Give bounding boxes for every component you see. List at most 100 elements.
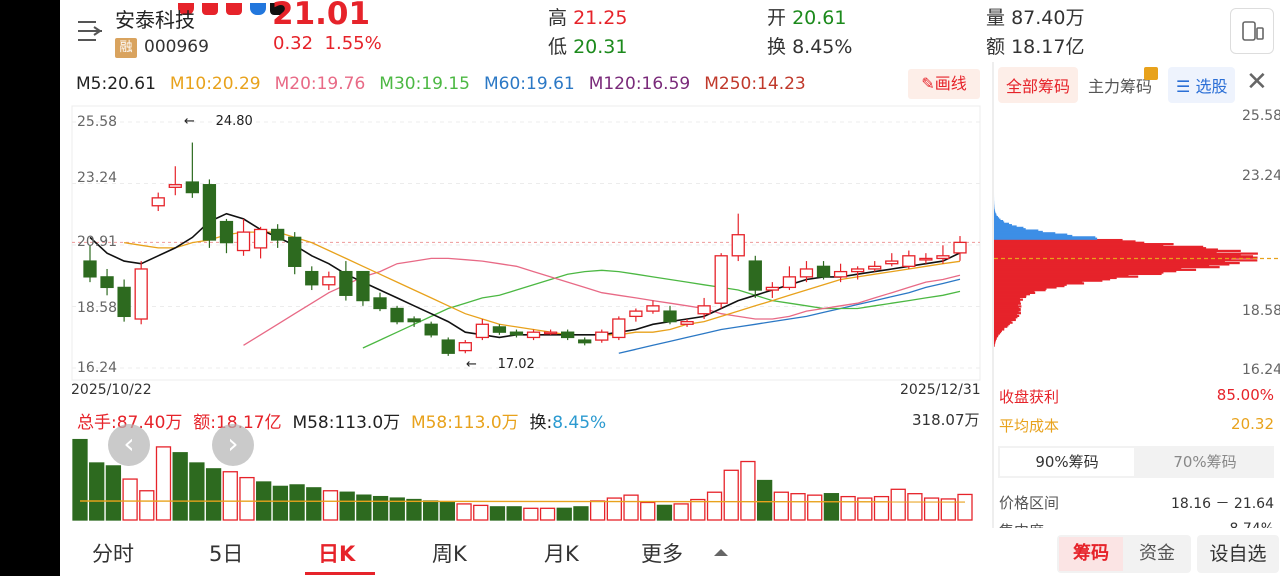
candle-body <box>646 305 660 312</box>
ma20-label: M20:19.76 <box>274 74 366 94</box>
candle-13 <box>305 266 319 291</box>
volume-bar-25 <box>489 506 506 521</box>
y-tick-2: 23.24 <box>77 170 118 186</box>
chip-bar <box>994 266 1220 269</box>
chip-bar <box>994 215 998 219</box>
tab-chip-70[interactable]: 70%筹码 <box>1173 453 1237 471</box>
candle-body <box>833 270 848 278</box>
candle-body <box>748 260 762 291</box>
chip-bar <box>994 303 1019 307</box>
chip-bar <box>994 325 1008 328</box>
candle-28 <box>560 329 575 341</box>
stat-volume: 量 87.40万 <box>986 3 1084 30</box>
candle-39 <box>748 255 762 298</box>
chip-bar <box>994 282 1085 285</box>
volume-max-label: 318.07万 <box>912 411 980 429</box>
tab-5day[interactable]: 5日 <box>209 542 244 566</box>
candle-7 <box>202 179 217 248</box>
candle-30 <box>595 329 609 343</box>
candle-body <box>475 323 490 339</box>
volume-bar-2 <box>105 465 122 521</box>
volume-bar-15 <box>322 490 339 521</box>
chip-bar <box>994 331 1002 334</box>
chip-bar <box>994 272 1162 276</box>
candlestick-chart[interactable] <box>60 104 990 400</box>
profit-label: 收盘获利 <box>999 388 1060 406</box>
chip-bar <box>994 252 1258 255</box>
volume-chart[interactable] <box>60 425 990 525</box>
candle-body <box>305 270 319 286</box>
landscape-toggle-icon[interactable] <box>1230 8 1274 54</box>
prev-arrow-button[interactable]: ‹ <box>108 424 150 466</box>
chip-bar <box>994 230 1043 234</box>
chip-percent-tabs: 90%筹码 70%筹码 <box>998 446 1274 478</box>
candle-33 <box>646 300 660 314</box>
volume-bar-49 <box>890 488 906 521</box>
tab-timeshare[interactable]: 分时 <box>92 542 134 566</box>
chip-bar <box>994 240 1136 243</box>
candle-body <box>441 339 455 354</box>
chip-distribution-chart <box>994 188 1278 347</box>
stat-high: 高 21.25 <box>548 3 627 30</box>
rong-badge: 融 <box>115 38 137 58</box>
high-annotation-value: 24.80 <box>215 114 253 129</box>
chip-bar <box>994 251 1217 254</box>
volume-bar-50 <box>907 493 923 521</box>
chips-button[interactable]: 筹码 <box>1059 537 1123 571</box>
candle-body <box>288 236 302 267</box>
low-label: 低 <box>548 36 568 58</box>
volume-value: 87.40万 <box>1011 7 1085 29</box>
draw-line-button[interactable]: ✎画线 <box>908 69 980 99</box>
chip-bar <box>994 322 1010 326</box>
select-stock-label: 选股 <box>1195 77 1228 96</box>
next-arrow-button[interactable]: › <box>212 424 254 466</box>
chip-bar <box>994 236 1096 239</box>
tab-chip-90[interactable]: 90%筹码 <box>1000 448 1134 476</box>
date-start: 2025/10/22 <box>71 382 152 398</box>
candle-body <box>680 320 694 325</box>
candle-body <box>578 339 592 344</box>
ma60-label: M60:19.61 <box>484 74 575 94</box>
chip-bar <box>994 213 997 216</box>
funds-button[interactable]: 资金 <box>1139 543 1175 564</box>
tab-weekly-k[interactable]: 周K <box>432 542 467 566</box>
add-watchlist-button[interactable]: 设自选 <box>1197 535 1279 573</box>
chip-bar <box>994 226 1024 229</box>
volume-bar-29 <box>556 507 572 521</box>
change-percent: 1.55% <box>324 33 382 54</box>
volume-bar-45 <box>823 493 840 521</box>
chip-bar <box>994 255 1254 258</box>
chip-bar <box>994 335 999 338</box>
more-caret-icon[interactable] <box>714 549 728 556</box>
candle-37 <box>714 253 728 309</box>
volume-bar-19 <box>389 497 405 521</box>
close-icon[interactable]: ✕ <box>1246 67 1268 97</box>
candle-6 <box>185 142 200 198</box>
candle-27 <box>543 329 558 335</box>
tab-more[interactable]: 更多 <box>641 542 683 566</box>
tab-main-chips[interactable]: 主力筹码 <box>1088 77 1153 96</box>
candle-body <box>526 331 541 339</box>
volume-bar-30 <box>573 506 589 521</box>
menu-icon[interactable] <box>76 18 104 44</box>
chip-y-tick-1: 25.58 <box>1242 108 1280 124</box>
ma120-label: M120:16.59 <box>588 74 691 94</box>
candle-body <box>714 255 728 304</box>
candle-18 <box>390 305 404 325</box>
chip-bar <box>994 228 1026 231</box>
turnover-value: 8.45% <box>792 36 853 58</box>
high-annotation: ← 24.80 <box>184 114 253 129</box>
select-stock-button[interactable]: ☰ 选股 <box>1168 67 1236 103</box>
tab-daily-k[interactable]: 日K <box>318 542 356 566</box>
tab-monthly-k[interactable]: 月K <box>544 542 579 566</box>
candle-49 <box>919 253 933 264</box>
candle-body <box>151 197 165 207</box>
stat-turnover: 换 8.45% <box>767 32 852 59</box>
chip-bar <box>994 243 1174 246</box>
tab-all-chips[interactable]: 全部筹码 <box>998 67 1079 103</box>
chip-bar <box>994 291 1036 294</box>
chip-bar <box>994 261 1240 265</box>
candle-body <box>560 331 575 339</box>
candle-50 <box>936 245 950 264</box>
volume-bar-24 <box>473 504 489 521</box>
